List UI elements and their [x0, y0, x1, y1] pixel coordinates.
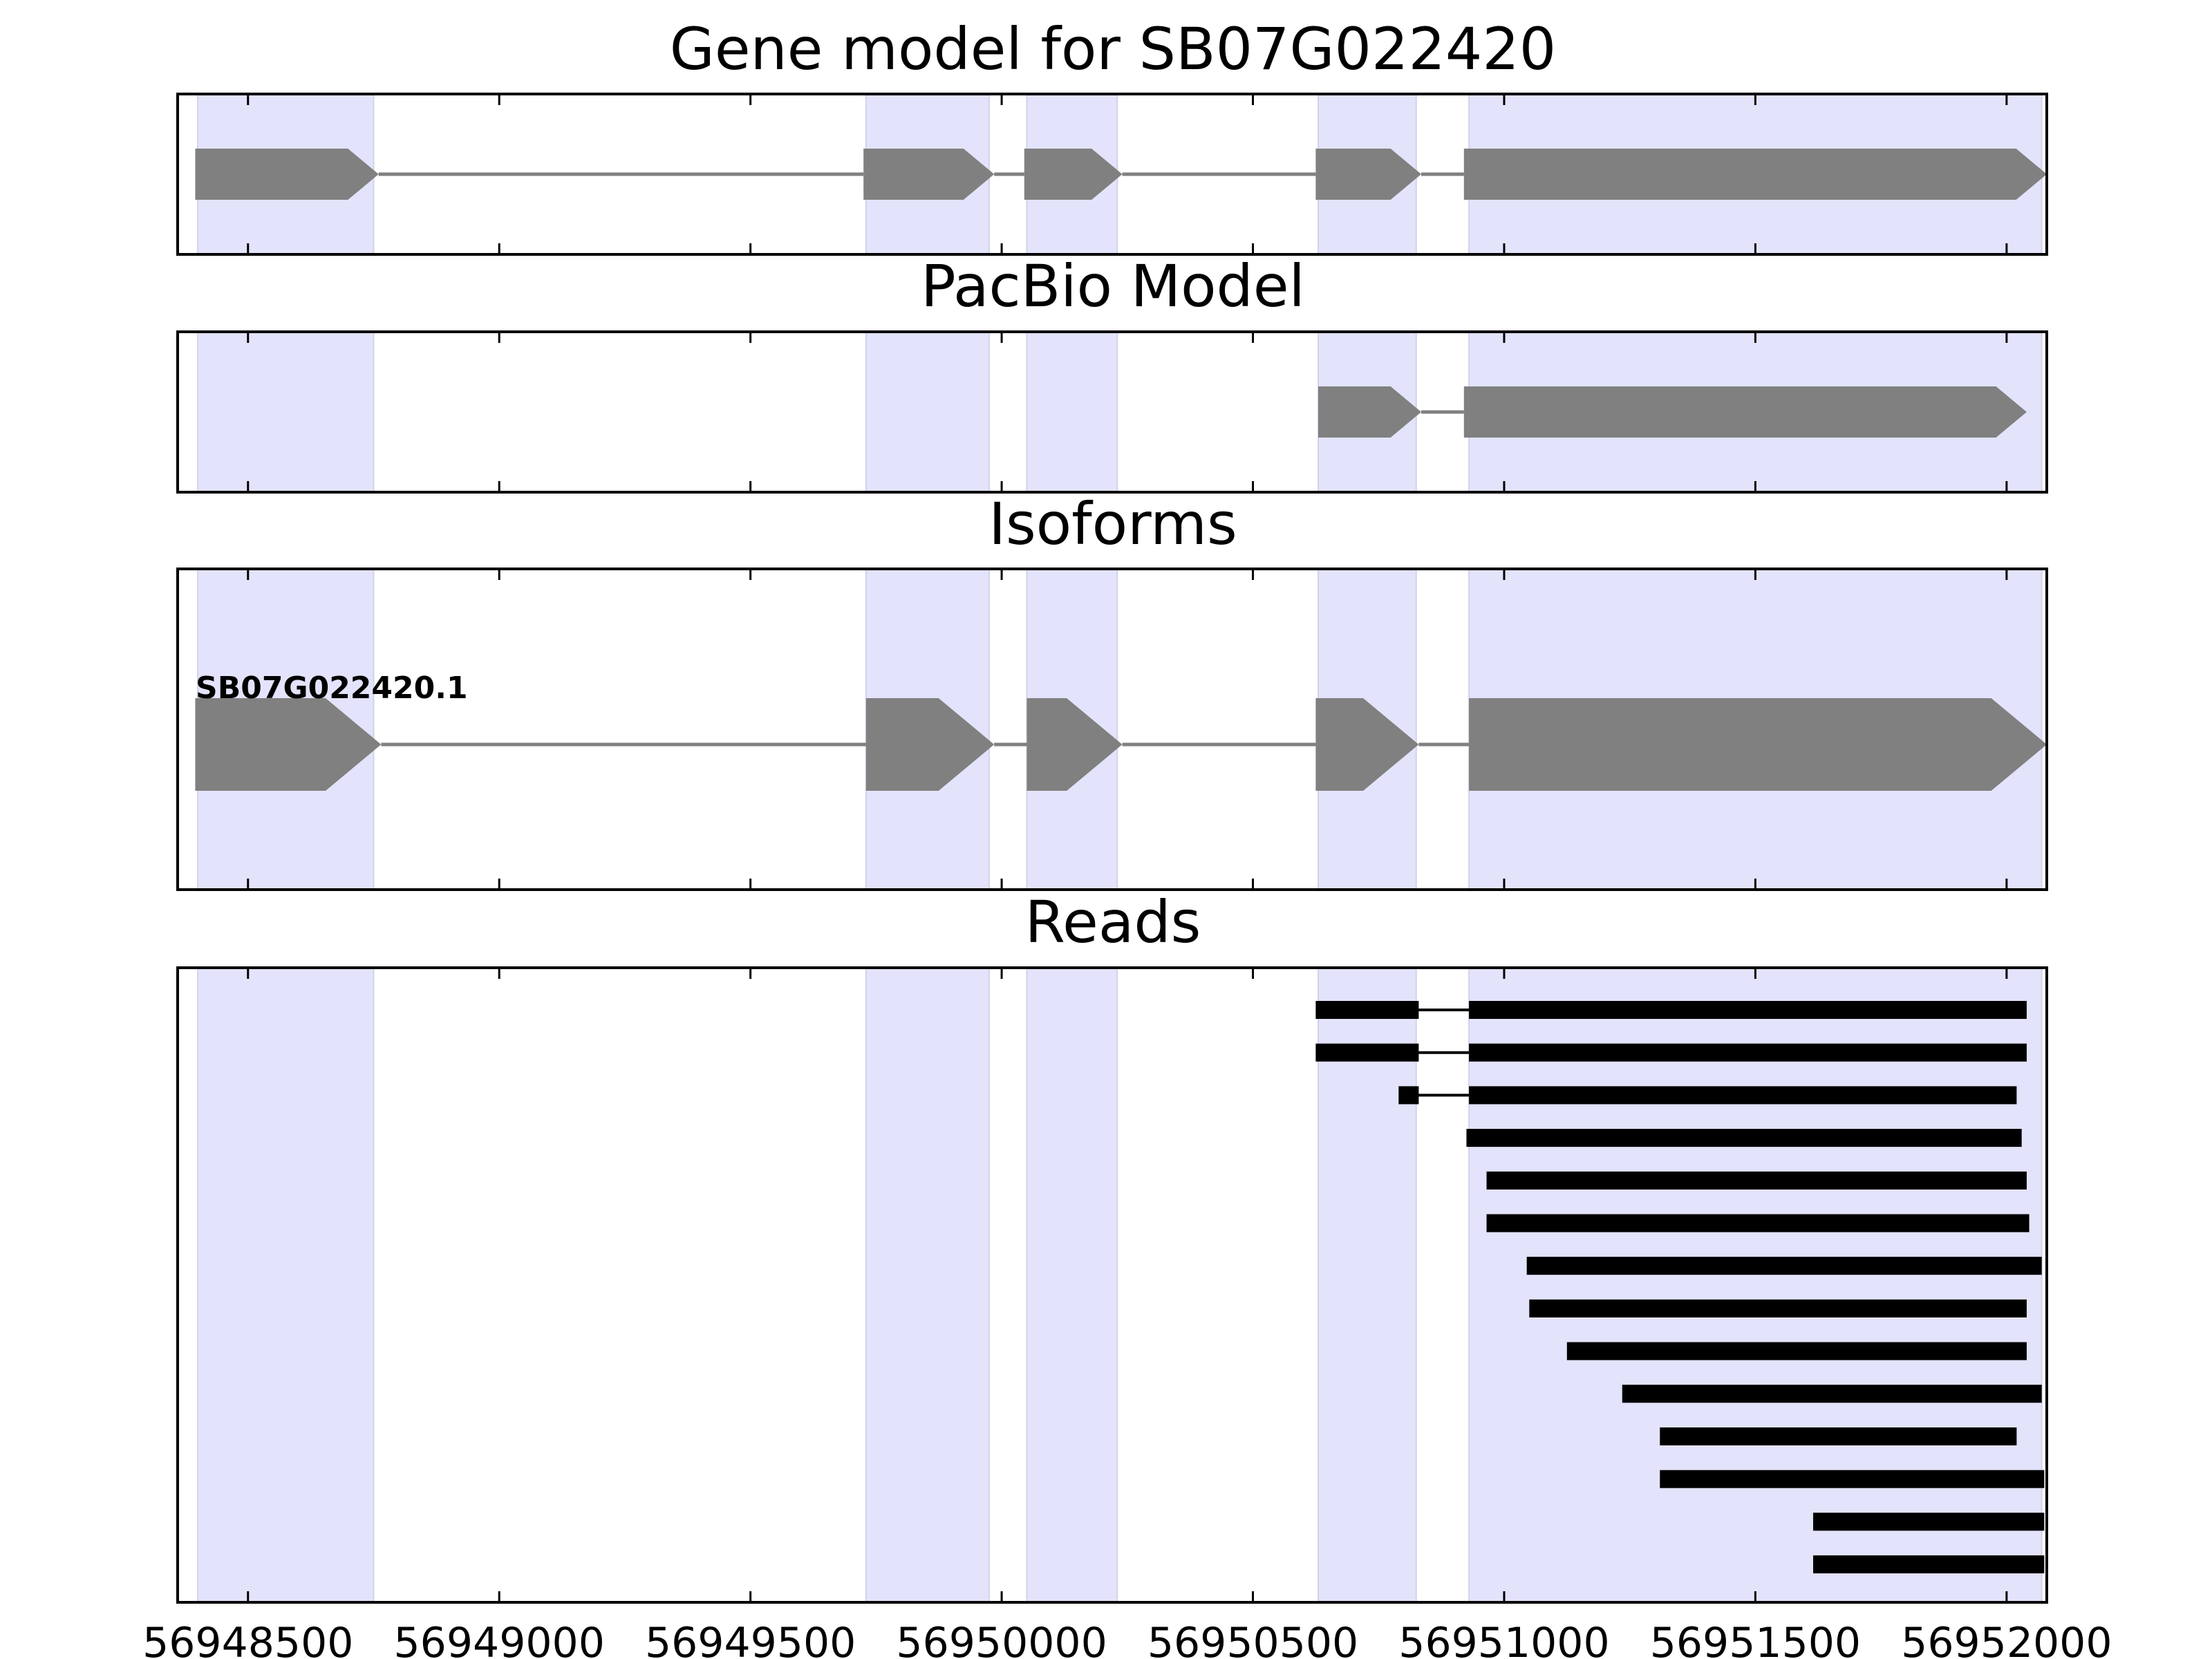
exon-arrow: [1463, 386, 2027, 438]
panel-title-gene-model: Gene model for SB07G022420: [670, 15, 1556, 83]
exon-shading-reads: [197, 967, 2043, 1603]
x-tick-label: 56952000: [1901, 1619, 2112, 1659]
ticks-gene-model: [247, 94, 2008, 254]
exon-region-shade: [1468, 967, 2043, 1603]
exon-region-shade: [865, 967, 990, 1603]
exon-arrow: [1315, 149, 1422, 200]
exon-arrow: [195, 149, 379, 200]
panel-pacbio-model: PacBio Model: [176, 252, 2048, 494]
read-block: [1469, 1043, 2027, 1062]
read-block: [1469, 1086, 2017, 1105]
read-block: [1529, 1299, 2027, 1318]
x-tick-label: 56950500: [1147, 1619, 1358, 1659]
exon-region-shade: [1026, 331, 1118, 493]
read-block: [1466, 1129, 2022, 1147]
exon-arrow: [865, 698, 995, 791]
panel-title-pacbio-model: PacBio Model: [921, 252, 1305, 320]
exon-arrow: [1315, 698, 1419, 791]
exon-blocks-isoforms: [195, 698, 2047, 791]
x-tick-label: 56948500: [142, 1619, 353, 1659]
x-tick-label: 56950000: [896, 1619, 1107, 1659]
ticks-reads: [247, 968, 2008, 1602]
read-block: [1486, 1214, 2030, 1232]
exon-arrow: [195, 698, 382, 791]
exon-region-shade: [1318, 967, 1417, 1603]
plot-frame-reads: [176, 966, 2048, 1604]
read-block: [1660, 1470, 2045, 1488]
isoform-label: SB07G022420.1: [196, 671, 468, 706]
panel-isoforms: Isoforms SB07G022420.1: [176, 490, 2048, 891]
ticks-isoforms: [247, 569, 2008, 890]
read-block: [1469, 1001, 2027, 1019]
exon-arrow: [1318, 386, 1422, 438]
read-block: [1486, 1171, 2027, 1190]
x-tick-label: 56949000: [394, 1619, 605, 1659]
read-block: [1660, 1427, 2017, 1445]
exon-blocks-gene-model: [195, 149, 2047, 200]
x-tick-label: 56951500: [1650, 1619, 1861, 1659]
x-axis-tick-labels: 56948500 56949000 56949500 56950000 56950500…: [142, 1619, 2112, 1659]
read-alignments: [1315, 1001, 2045, 1574]
exon-blocks-pacbio-model: [1318, 386, 2027, 438]
exon-arrow: [1469, 698, 2047, 791]
plot-frame-pacbio-model: [176, 330, 2048, 494]
panel-reads: Reads: [176, 888, 2048, 1604]
read-block: [1566, 1342, 2027, 1360]
x-tick-label: 56951000: [1398, 1619, 1609, 1659]
exon-arrow: [863, 149, 995, 200]
ticks-pacbio-model: [247, 332, 2008, 492]
read-block: [1622, 1385, 2042, 1403]
panel-title-reads: Reads: [1025, 888, 1201, 956]
read-block: [1315, 1043, 1419, 1062]
exon-region-shade: [197, 331, 375, 493]
exon-arrow: [1024, 149, 1123, 200]
plot-frame-gene-model: [176, 93, 2048, 256]
read-block: [1526, 1257, 2042, 1275]
x-tick-label: 56949500: [645, 1619, 856, 1659]
plot-frame-isoforms: [176, 568, 2048, 891]
read-block: [1315, 1001, 1419, 1019]
read-block: [1813, 1512, 2045, 1531]
exon-region-shade: [197, 967, 375, 1603]
exon-arrow: [1027, 698, 1123, 791]
exon-region-shade: [865, 331, 990, 493]
exon-region-shade: [1026, 967, 1118, 1603]
exon-arrow: [1463, 149, 2047, 200]
read-block: [1813, 1555, 2045, 1574]
read-block: [1398, 1086, 1419, 1105]
panel-title-isoforms: Isoforms: [988, 490, 1237, 558]
panel-gene-model: Gene model for SB07G022420: [176, 15, 2048, 256]
